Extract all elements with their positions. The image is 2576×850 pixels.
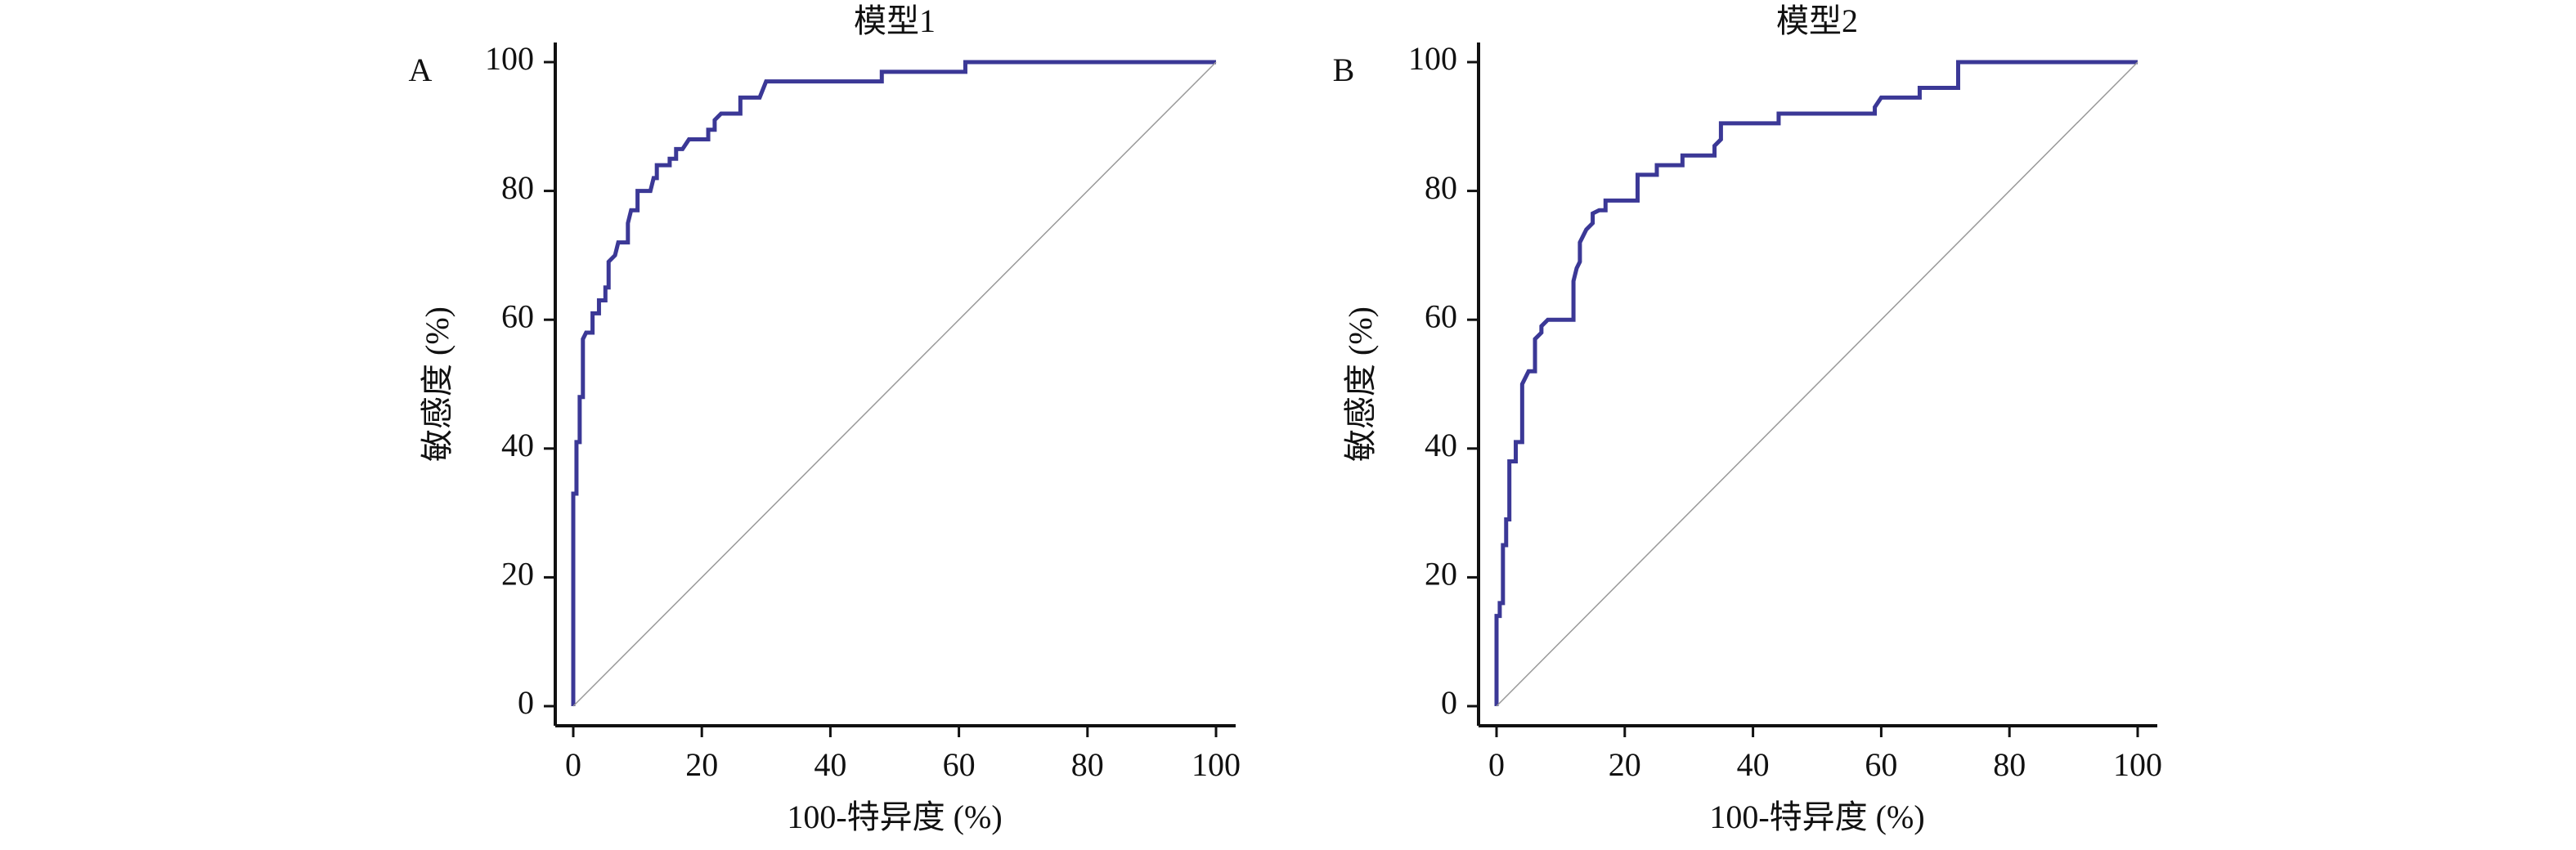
x-tick-label: 20 xyxy=(1609,746,1641,783)
reference-line xyxy=(1496,61,2138,707)
x-axis-label: 100-特异度 (%) xyxy=(1709,799,1924,835)
y-tick-label: 40 xyxy=(1425,427,1457,463)
x-axis-label: 100-特异度 (%) xyxy=(787,799,1002,835)
roc-curve xyxy=(1494,60,2138,706)
x-tick-label: 40 xyxy=(814,746,846,783)
y-axis-label: 敏感度 (%) xyxy=(419,306,456,462)
y-tick-label: 40 xyxy=(501,427,534,463)
chart-title: 模型1 xyxy=(854,2,936,39)
x-tick-label: 80 xyxy=(1071,746,1104,783)
y-tick-label: 0 xyxy=(1441,684,1457,721)
y-tick-label: 20 xyxy=(1425,556,1457,593)
x-tick-label: 0 xyxy=(1488,746,1505,783)
x-tick-label: 60 xyxy=(943,746,976,783)
chart-title: 模型2 xyxy=(1776,2,1858,39)
y-tick-label: 100 xyxy=(485,40,534,77)
y-tick-label: 0 xyxy=(518,684,534,721)
y-axis-label: 敏感度 (%) xyxy=(1342,306,1379,462)
reference-line xyxy=(572,61,1217,707)
x-tick-label: 80 xyxy=(1993,746,2026,783)
x-tick-label: 0 xyxy=(565,746,581,783)
panel-label: B xyxy=(1333,51,1355,88)
x-tick-label: 20 xyxy=(685,746,718,783)
y-tick-label: 80 xyxy=(501,169,534,206)
panel-label: A xyxy=(409,51,433,88)
x-tick-label: 100 xyxy=(1192,746,1241,783)
x-tick-label: 100 xyxy=(2113,746,2162,783)
x-tick-label: 40 xyxy=(1737,746,1770,783)
roc-curve xyxy=(571,60,1216,706)
y-tick-label: 100 xyxy=(1408,40,1457,77)
x-tick-label: 60 xyxy=(1865,746,1897,783)
y-tick-label: 20 xyxy=(501,556,534,593)
y-tick-label: 80 xyxy=(1425,169,1457,206)
y-tick-label: 60 xyxy=(501,298,534,334)
y-tick-label: 60 xyxy=(1425,298,1457,334)
